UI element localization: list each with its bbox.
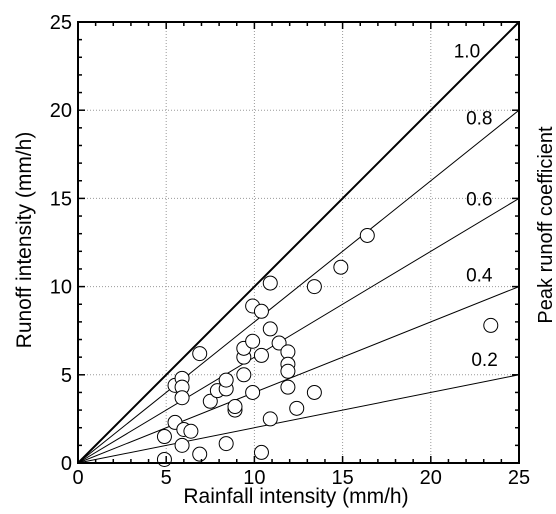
data-point xyxy=(262,275,278,291)
reference-lines xyxy=(77,21,520,464)
reference-line xyxy=(77,109,520,464)
data-point xyxy=(218,372,234,388)
y-tick-label: 0 xyxy=(61,453,72,475)
y-axis-label: Runoff intensity (mm/h) xyxy=(13,132,36,349)
data-point xyxy=(262,321,278,337)
data-point xyxy=(280,363,296,379)
x-tick-label: 5 xyxy=(161,467,172,489)
data-point xyxy=(306,384,322,400)
y-tick-label: 25 xyxy=(50,12,72,34)
data-point xyxy=(280,379,296,395)
data-point xyxy=(483,317,499,333)
data-point xyxy=(253,444,269,460)
y-tick-label: 10 xyxy=(50,277,72,299)
data-point xyxy=(174,437,190,453)
x-tick-label: 20 xyxy=(420,467,442,489)
reference-line-label: 0.4 xyxy=(466,265,493,286)
x-tick-label: 25 xyxy=(508,467,530,489)
reference-line xyxy=(77,21,520,464)
data-point xyxy=(156,429,172,445)
data-point xyxy=(306,279,322,295)
data-point xyxy=(245,384,261,400)
reference-line xyxy=(77,374,520,464)
x-tick-label: 15 xyxy=(331,467,353,489)
data-point xyxy=(271,335,287,351)
data-point xyxy=(333,259,349,275)
reference-line-label: 0.8 xyxy=(466,108,492,129)
right-axis-label: Peak runoff coefficient xyxy=(535,126,556,324)
reference-line xyxy=(77,286,520,464)
data-point xyxy=(245,333,261,349)
data-point xyxy=(174,390,190,406)
data-point xyxy=(202,393,218,409)
reference-line-labels: 1.0 0.8 0.6 0.4 0.2 xyxy=(454,41,498,371)
reference-line-label: 0.6 xyxy=(466,189,492,210)
axis-ticks xyxy=(77,21,520,464)
reference-line-label: 1.0 xyxy=(454,41,480,62)
data-point xyxy=(253,303,269,319)
data-point xyxy=(253,347,269,363)
data-point xyxy=(227,399,243,415)
plot-frame xyxy=(77,21,520,464)
data-point xyxy=(192,446,208,462)
data-point xyxy=(218,436,234,452)
data-point xyxy=(192,346,208,362)
y-tick-label: 15 xyxy=(50,188,72,210)
data-point xyxy=(359,227,375,243)
y-tick-label: 5 xyxy=(61,365,72,387)
y-tick-label: 20 xyxy=(50,100,72,122)
data-points xyxy=(156,227,499,467)
x-tick-label: 0 xyxy=(72,467,83,489)
x-tick-label: 10 xyxy=(243,467,265,489)
data-point xyxy=(236,367,252,383)
data-point xyxy=(289,400,305,416)
x-axis-label: Rainfall intensity (mm/h) xyxy=(183,485,408,508)
reference-line-label: 0.2 xyxy=(471,350,497,371)
reference-line xyxy=(77,197,520,464)
tick-labels: 0 5 10 15 20 25 0 5 10 15 20 25 xyxy=(50,12,530,489)
data-point xyxy=(262,411,278,427)
data-point xyxy=(156,451,172,467)
data-point xyxy=(183,423,199,439)
